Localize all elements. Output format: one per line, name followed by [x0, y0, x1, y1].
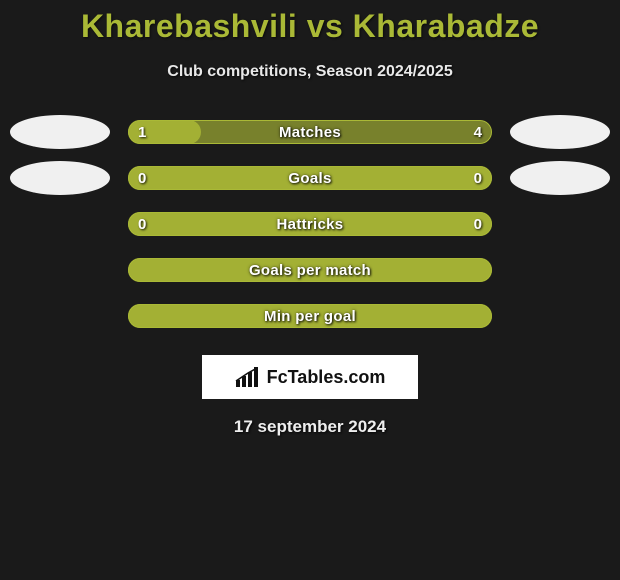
avatar-spacer [510, 299, 610, 333]
stat-bar: 00Hattricks [128, 212, 492, 236]
avatar-spacer [10, 207, 110, 241]
brand-logo: FcTables.com [202, 355, 418, 399]
stat-bar: Goals per match [128, 258, 492, 282]
brand-text: FcTables.com [267, 367, 386, 388]
stat-bar: Min per goal [128, 304, 492, 328]
player-left-avatar [10, 161, 110, 195]
stat-rows: 14Matches 00Goals 00Hattricks Goals per mat… [0, 109, 620, 339]
subtitle: Club competitions, Season 2024/2025 [0, 63, 620, 81]
stat-bar: 14Matches [128, 120, 492, 144]
stat-label: Goals per match [128, 258, 492, 282]
stat-bar: 00Goals [128, 166, 492, 190]
comparison-card: Kharebashvili vs Kharabadze Club competi… [0, 0, 620, 437]
player-right-avatar [510, 161, 610, 195]
avatar-spacer [10, 253, 110, 287]
stat-label: Hattricks [128, 212, 492, 236]
stat-row: 14Matches [0, 109, 620, 155]
date-label: 17 september 2024 [0, 417, 620, 437]
bars-icon [235, 366, 261, 388]
stat-label: Matches [128, 120, 492, 144]
page-title: Kharebashvili vs Kharabadze [0, 8, 620, 45]
stat-row: Goals per match [0, 247, 620, 293]
stat-label: Min per goal [128, 304, 492, 328]
player-right-avatar [510, 115, 610, 149]
avatar-spacer [510, 207, 610, 241]
avatar-spacer [10, 299, 110, 333]
stat-row: 00Hattricks [0, 201, 620, 247]
stat-row: 00Goals [0, 155, 620, 201]
player-left-avatar [10, 115, 110, 149]
avatar-spacer [510, 253, 610, 287]
stat-row: Min per goal [0, 293, 620, 339]
stat-label: Goals [128, 166, 492, 190]
